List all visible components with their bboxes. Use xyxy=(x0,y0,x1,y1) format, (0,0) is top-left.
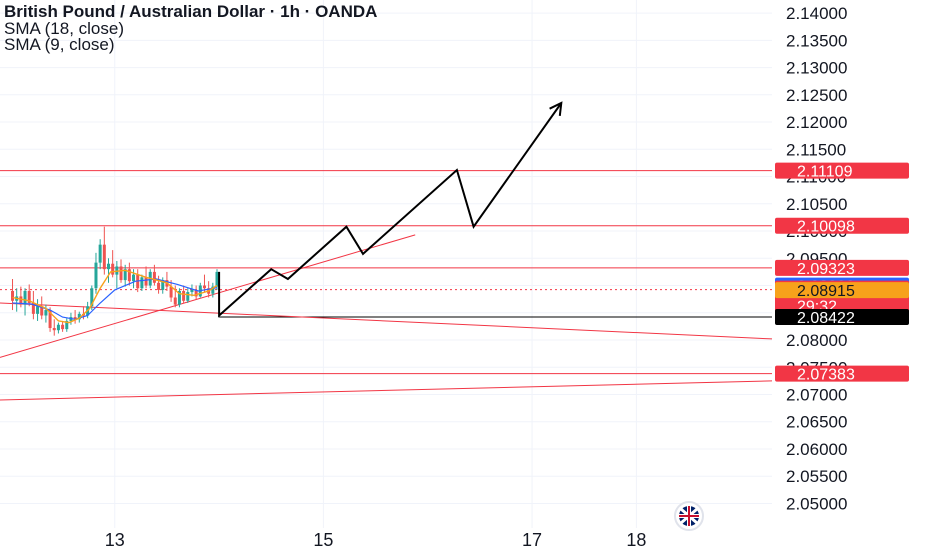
candle-body xyxy=(140,277,144,289)
candle-body xyxy=(102,244,106,270)
price-badge-text: 2.09323 xyxy=(797,261,855,278)
y-tick-label: 2.14000 xyxy=(786,4,847,23)
candle-body xyxy=(119,266,123,281)
projection-path xyxy=(218,102,563,318)
candle-body xyxy=(61,324,65,330)
trendline xyxy=(0,234,416,358)
price-badge: 2.10098 xyxy=(775,217,909,236)
candle-body xyxy=(190,289,194,293)
price-labels: 2.111092.100982.093232.089992.0892429:32… xyxy=(775,162,909,384)
candle-body xyxy=(52,328,56,331)
grid-layer xyxy=(0,0,772,528)
candle-body xyxy=(127,269,131,282)
price-badge: 2.07383 xyxy=(775,365,909,384)
price-badge: 2.11109 xyxy=(775,162,909,181)
price-badge-text: 2.10098 xyxy=(797,219,855,236)
candle-body xyxy=(106,263,110,270)
chart-title: British Pound / Australian Dollar · 1h ·… xyxy=(4,2,378,21)
sma-9-line xyxy=(12,269,218,324)
candle-body xyxy=(169,286,173,298)
price-badge: 2.08915 xyxy=(775,282,909,300)
indicator-sma-18[interactable]: SMA (18, close) xyxy=(4,19,124,38)
price-badge-text: 2.11109 xyxy=(797,164,853,181)
candle-body xyxy=(11,290,15,301)
levels-layer xyxy=(0,170,772,375)
candle-body xyxy=(98,244,102,263)
candle-body xyxy=(215,271,219,287)
price-badge-text: 2.08422 xyxy=(797,310,855,327)
candle-body xyxy=(111,263,115,275)
candle-body xyxy=(77,313,81,320)
candle-body xyxy=(152,271,156,283)
price-badge-bg xyxy=(775,365,909,382)
candle-body xyxy=(65,320,69,330)
candle-body xyxy=(182,290,186,301)
candle-body xyxy=(19,296,23,305)
candle-body xyxy=(123,269,127,281)
candle-body xyxy=(23,290,27,305)
price-badge-text: 2.07383 xyxy=(797,367,855,384)
projection-layer xyxy=(218,101,563,318)
candle-body xyxy=(186,292,190,301)
candle-body xyxy=(90,288,94,307)
candle-body xyxy=(202,285,206,289)
price-badge: 2.09323 xyxy=(775,259,909,278)
y-tick-label: 2.13000 xyxy=(786,59,847,78)
trendlines-layer xyxy=(0,234,773,401)
candle-body xyxy=(48,310,52,329)
sma-18-line xyxy=(12,278,218,320)
x-tick-label: 18 xyxy=(626,530,646,550)
y-tick-label: 2.05000 xyxy=(786,494,847,513)
candle-body xyxy=(44,310,48,316)
y-tick-label: 2.08000 xyxy=(786,331,847,350)
y-axis: 2.14000 2.13500 2.13000 2.12500 2.12000 2.115… xyxy=(786,4,847,513)
y-tick-label: 2.10500 xyxy=(786,195,847,214)
candle-body xyxy=(177,290,181,305)
price-badge-bg xyxy=(775,259,909,276)
candle-body xyxy=(157,282,161,290)
candle-body xyxy=(144,277,148,286)
y-tick-label: 2.06000 xyxy=(786,440,847,459)
y-tick-label: 2.07000 xyxy=(786,386,847,405)
x-axis: 13 15 17 18 xyxy=(105,530,647,550)
candle-body xyxy=(73,317,77,320)
trendline xyxy=(0,302,773,340)
price-badge-bg xyxy=(775,217,909,234)
price-badge-bg xyxy=(775,162,909,179)
candle-body xyxy=(194,289,198,297)
candle-body xyxy=(56,324,60,331)
indicator-sma-9[interactable]: SMA (9, close) xyxy=(4,35,115,54)
trendline xyxy=(0,380,773,401)
x-tick-label: 13 xyxy=(105,530,125,550)
y-tick-label: 2.12500 xyxy=(786,86,847,105)
x-tick-label: 17 xyxy=(522,530,542,550)
price-badge-text: 2.08915 xyxy=(797,283,855,300)
candle-body xyxy=(40,306,44,316)
candle-body xyxy=(211,286,215,294)
candle-body xyxy=(27,290,31,303)
x-tick-label: 15 xyxy=(313,530,333,550)
price-badge-bg xyxy=(775,309,909,326)
candle-body xyxy=(161,280,165,290)
y-tick-label: 2.05500 xyxy=(786,467,847,486)
flag-icon[interactable] xyxy=(674,501,704,531)
y-tick-label: 2.11500 xyxy=(786,140,846,159)
price-badge: 2.08422 xyxy=(775,309,909,327)
candle-body xyxy=(94,262,98,289)
candle-body xyxy=(36,306,40,314)
y-tick-label: 2.13500 xyxy=(786,31,847,50)
candle-body xyxy=(31,302,35,314)
projection-arrowhead xyxy=(549,101,563,117)
y-tick-label: 2.12000 xyxy=(786,113,847,132)
candle-body xyxy=(132,274,136,282)
price-badge-bg xyxy=(775,282,909,299)
candle-body xyxy=(173,297,177,305)
sma-layer xyxy=(12,269,218,324)
y-tick-label: 2.06500 xyxy=(786,413,847,432)
